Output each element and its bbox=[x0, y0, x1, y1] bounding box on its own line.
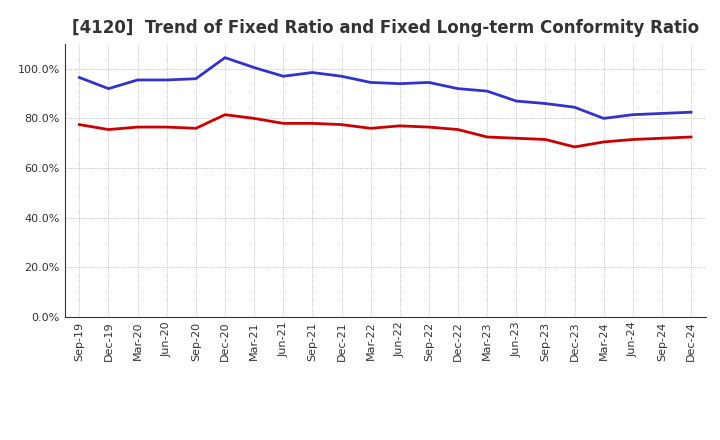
Fixed Long-term Conformity Ratio bbox=[425, 125, 433, 130]
Fixed Long-term Conformity Ratio bbox=[220, 112, 229, 117]
Fixed Long-term Conformity Ratio bbox=[687, 134, 696, 139]
Fixed Long-term Conformity Ratio bbox=[454, 127, 462, 132]
Fixed Ratio bbox=[192, 76, 200, 81]
Fixed Long-term Conformity Ratio bbox=[629, 137, 637, 142]
Title: [4120]  Trend of Fixed Ratio and Fixed Long-term Conformity Ratio: [4120] Trend of Fixed Ratio and Fixed Lo… bbox=[71, 19, 699, 37]
Fixed Ratio bbox=[657, 111, 666, 116]
Fixed Long-term Conformity Ratio bbox=[133, 125, 142, 130]
Fixed Long-term Conformity Ratio bbox=[570, 144, 579, 150]
Fixed Long-term Conformity Ratio bbox=[163, 125, 171, 130]
Line: Fixed Ratio: Fixed Ratio bbox=[79, 58, 691, 118]
Fixed Ratio bbox=[279, 73, 287, 79]
Fixed Ratio bbox=[250, 65, 258, 70]
Fixed Ratio bbox=[308, 70, 317, 75]
Line: Fixed Long-term Conformity Ratio: Fixed Long-term Conformity Ratio bbox=[79, 115, 691, 147]
Fixed Long-term Conformity Ratio bbox=[599, 139, 608, 145]
Fixed Ratio bbox=[541, 101, 550, 106]
Fixed Long-term Conformity Ratio bbox=[308, 121, 317, 126]
Fixed Long-term Conformity Ratio bbox=[75, 122, 84, 127]
Fixed Long-term Conformity Ratio bbox=[395, 123, 404, 128]
Fixed Long-term Conformity Ratio bbox=[104, 127, 113, 132]
Fixed Ratio bbox=[395, 81, 404, 86]
Fixed Long-term Conformity Ratio bbox=[366, 126, 375, 131]
Fixed Ratio bbox=[163, 77, 171, 83]
Fixed Ratio bbox=[75, 75, 84, 80]
Fixed Long-term Conformity Ratio bbox=[541, 137, 550, 142]
Fixed Long-term Conformity Ratio bbox=[279, 121, 287, 126]
Fixed Long-term Conformity Ratio bbox=[483, 134, 492, 139]
Fixed Ratio bbox=[366, 80, 375, 85]
Fixed Long-term Conformity Ratio bbox=[512, 136, 521, 141]
Fixed Long-term Conformity Ratio bbox=[250, 116, 258, 121]
Fixed Ratio bbox=[337, 73, 346, 79]
Fixed Ratio bbox=[133, 77, 142, 83]
Fixed Ratio bbox=[483, 88, 492, 94]
Fixed Ratio bbox=[425, 80, 433, 85]
Fixed Ratio bbox=[104, 86, 113, 91]
Fixed Ratio bbox=[629, 112, 637, 117]
Fixed Ratio bbox=[220, 55, 229, 60]
Fixed Ratio bbox=[599, 116, 608, 121]
Fixed Ratio bbox=[512, 99, 521, 104]
Fixed Ratio bbox=[570, 105, 579, 110]
Fixed Ratio bbox=[454, 86, 462, 91]
Fixed Long-term Conformity Ratio bbox=[657, 136, 666, 141]
Fixed Long-term Conformity Ratio bbox=[192, 126, 200, 131]
Fixed Ratio bbox=[687, 110, 696, 115]
Fixed Long-term Conformity Ratio bbox=[337, 122, 346, 127]
